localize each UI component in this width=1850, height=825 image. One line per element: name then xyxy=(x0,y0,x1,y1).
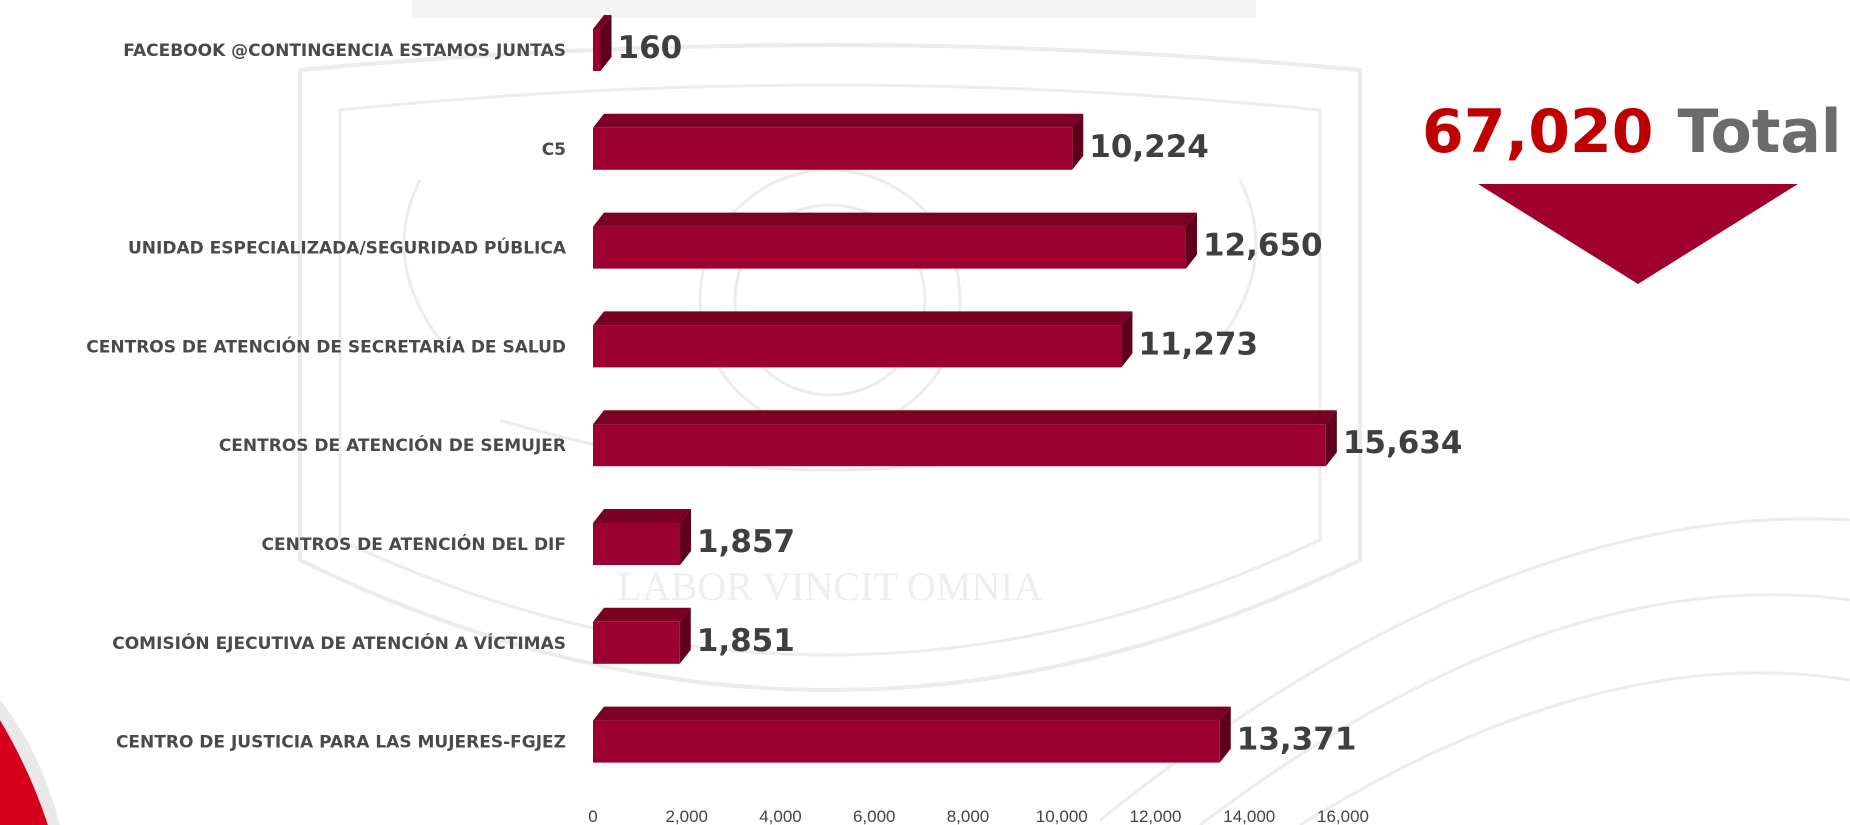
bar-4 xyxy=(593,311,1133,368)
bar-top-face xyxy=(593,212,1197,227)
total-callout: 67,020 Total xyxy=(1422,96,1841,168)
category-label: CENTROS DE ATENCIÓN DE SECRETARÍA DE SAL… xyxy=(86,335,566,357)
x-tick-label: 16,000 xyxy=(1317,807,1369,825)
data-label: 13,371 xyxy=(1237,722,1357,758)
total-label: Total xyxy=(1677,97,1842,167)
bar-top-face xyxy=(593,706,1231,721)
category-label: CENTRO DE JUSTICIA PARA LAS MUJERES-FGJE… xyxy=(116,733,566,753)
bar-front-face xyxy=(593,127,1073,170)
x-tick-label: 2,000 xyxy=(665,807,708,825)
category-label: CENTROS DE ATENCIÓN DEL DIF xyxy=(262,533,566,555)
x-tick-label: 14,000 xyxy=(1223,807,1275,825)
data-label: 11,273 xyxy=(1138,326,1258,362)
bar-8 xyxy=(593,706,1231,763)
bar-top-face xyxy=(593,607,691,622)
category-label: FACEBOOK @CONTINGENCIA ESTAMOS JUNTAS xyxy=(123,41,566,61)
data-label: 1,857 xyxy=(697,524,795,560)
category-label: COMISIÓN EJECUTIVA DE ATENCIÓN A VÍCTIMA… xyxy=(112,632,566,654)
bar-top-face xyxy=(593,15,612,29)
down-arrow-icon xyxy=(1478,184,1798,284)
x-tick-label: 10,000 xyxy=(1036,807,1088,825)
category-label: CENTROS DE ATENCIÓN DE SEMUJER xyxy=(219,434,566,456)
bar-side-face xyxy=(680,509,692,565)
bar-6 xyxy=(593,509,692,565)
bar-front-face xyxy=(593,424,1326,467)
bar-side-face xyxy=(1185,212,1197,269)
watermark-motto: LABOR VINCIT OMNIA xyxy=(617,564,1042,609)
bar-5 xyxy=(593,410,1337,467)
bar-side-face xyxy=(1072,113,1084,170)
corner-swoosh xyxy=(0,700,60,825)
data-labels: 160 10,224 12,650 11,273 15,634 1,857 1,851 13,… xyxy=(618,30,1463,758)
x-tick-label: 0 xyxy=(588,807,597,825)
x-tick-label: 4,000 xyxy=(759,807,802,825)
x-tick-label: 12,000 xyxy=(1130,807,1182,825)
bar-front-face xyxy=(593,325,1122,368)
data-label: 15,634 xyxy=(1343,425,1463,461)
bar-7 xyxy=(593,607,691,664)
bar-top-face xyxy=(593,113,1084,128)
total-value: 67,020 xyxy=(1422,97,1654,167)
bar-top-face xyxy=(593,311,1133,326)
bars-layer xyxy=(593,15,1337,763)
data-label: 12,650 xyxy=(1203,228,1323,264)
category-label: C5 xyxy=(542,140,566,160)
bar-side-face xyxy=(600,15,612,71)
bar-2 xyxy=(593,113,1084,170)
data-label: 1,851 xyxy=(697,623,795,659)
data-label: 160 xyxy=(618,30,683,66)
x-axis-ticks: 0 2,000 4,000 6,000 8,000 10,000 12,000 14,000 1… xyxy=(588,807,1369,825)
category-labels: FACEBOOK @CONTINGENCIA ESTAMOS JUNTAS C5 U… xyxy=(86,41,567,753)
bar-side-face xyxy=(1325,410,1337,467)
bar-front-face xyxy=(593,720,1220,763)
bar-front-face xyxy=(593,621,680,664)
x-tick-label: 6,000 xyxy=(853,807,896,825)
data-label: 10,224 xyxy=(1089,129,1209,165)
bar-3 xyxy=(593,212,1197,269)
bar-front-face xyxy=(593,226,1186,269)
bar-top-face xyxy=(593,410,1337,425)
bar-1 xyxy=(593,15,612,71)
category-label: UNIDAD ESPECIALIZADA/SEGURIDAD PÚBLICA xyxy=(128,237,567,259)
bar-side-face xyxy=(1121,311,1133,368)
bar-side-face xyxy=(679,607,691,664)
bar-front-face xyxy=(593,523,681,565)
bar-top-face xyxy=(593,509,692,523)
bar-side-face xyxy=(1219,706,1231,763)
bar-front-face xyxy=(593,29,601,71)
x-tick-label: 8,000 xyxy=(947,807,990,825)
